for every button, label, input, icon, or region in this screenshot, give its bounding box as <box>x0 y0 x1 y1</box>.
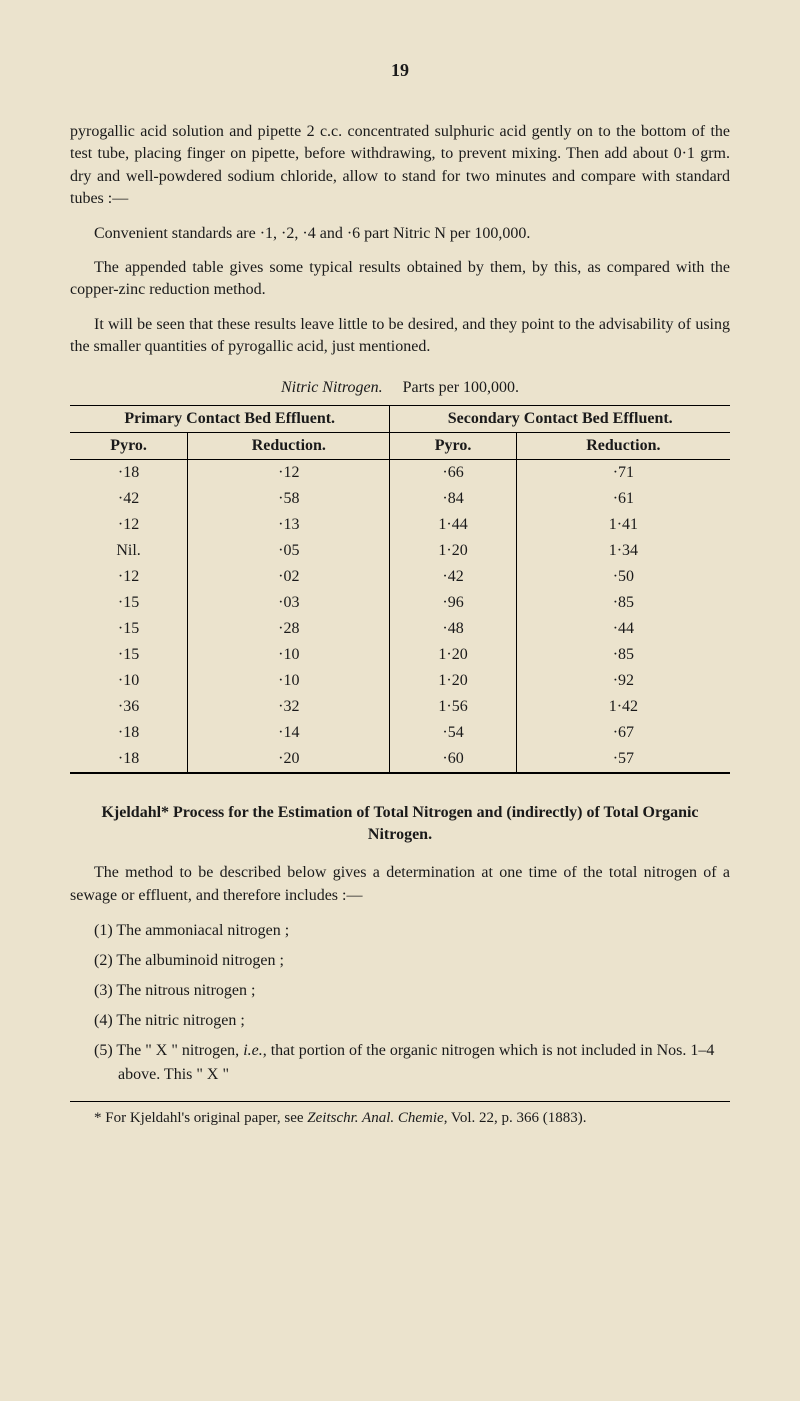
table-cell: ·15 <box>70 616 188 642</box>
table-cell: ·10 <box>70 668 188 694</box>
table-cell: ·10 <box>188 668 390 694</box>
table-row: ·15 ·03 ·96 ·85 <box>70 590 730 616</box>
table-cell: 1·56 <box>390 694 516 720</box>
page-container: 19 pyrogallic acid solution and pipette … <box>0 0 800 1179</box>
table-cell: ·54 <box>390 720 516 746</box>
table-cell: ·42 <box>70 486 188 512</box>
list-item-1: (1) The ammoniacal nitrogen ; <box>70 919 730 943</box>
table-cell: ·28 <box>188 616 390 642</box>
table-cell: ·18 <box>70 746 188 773</box>
table-row: ·10 ·10 1·20 ·92 <box>70 668 730 694</box>
table-cell: ·67 <box>516 720 730 746</box>
table-cell: ·13 <box>188 512 390 538</box>
table-cell: Nil. <box>70 538 188 564</box>
table-cell: ·18 <box>70 720 188 746</box>
table-cell: ·12 <box>188 459 390 486</box>
paragraph-2: Convenient standards are ·1, ·2, ·4 and … <box>70 223 730 245</box>
table-cell: ·44 <box>516 616 730 642</box>
paragraph-4: It will be seen that these results leave… <box>70 314 730 359</box>
table-cell: 1·41 <box>516 512 730 538</box>
table-cell: ·12 <box>70 564 188 590</box>
table-cell: ·36 <box>70 694 188 720</box>
table-cell: 1·20 <box>390 538 516 564</box>
table-cell: 1·20 <box>390 642 516 668</box>
footnote-text-b: , Vol. 22, p. 366 (1883). <box>444 1110 587 1126</box>
table-cell: ·32 <box>188 694 390 720</box>
sub-header-pyro2: Pyro. <box>390 432 516 459</box>
table-cell: ·10 <box>188 642 390 668</box>
section-title: Kjeldahl* Process for the Estimation of … <box>100 802 700 847</box>
table-cell: ·50 <box>516 564 730 590</box>
list-item-5-ital: i.e. <box>243 1042 263 1059</box>
table-cell: 1·20 <box>390 668 516 694</box>
table-title-italic: Nitric Nitrogen. <box>281 379 383 396</box>
table-cell: ·15 <box>70 590 188 616</box>
paragraph-1: pyrogallic acid solution and pipette 2 c… <box>70 121 730 211</box>
table-cell: 1·44 <box>390 512 516 538</box>
table-cell: ·42 <box>390 564 516 590</box>
table-cell: ·18 <box>70 459 188 486</box>
list-item-2: (2) The albuminoid nitrogen ; <box>70 949 730 973</box>
sub-header-pyro1: Pyro. <box>70 432 188 459</box>
table-cell: ·02 <box>188 564 390 590</box>
table-cell: ·48 <box>390 616 516 642</box>
list-item-5: (5) The " X " nitrogen, i.e., that porti… <box>70 1039 730 1087</box>
table-cell: ·85 <box>516 590 730 616</box>
paragraph-3: The appended table gives some typical re… <box>70 257 730 302</box>
table-title-roman: Parts per 100,000. <box>403 379 519 396</box>
table-cell: ·96 <box>390 590 516 616</box>
table-cell: ·66 <box>390 459 516 486</box>
table-row: ·18 ·12 ·66 ·71 <box>70 459 730 486</box>
table-row: Nil. ·05 1·20 1·34 <box>70 538 730 564</box>
footnote-text-a: * For Kjeldahl's original paper, see <box>94 1110 307 1126</box>
table-cell: ·03 <box>188 590 390 616</box>
table-cell: ·71 <box>516 459 730 486</box>
table-cell: ·60 <box>390 746 516 773</box>
table-cell: ·85 <box>516 642 730 668</box>
table-sub-header: Pyro. Reduction. Pyro. Reduction. <box>70 432 730 459</box>
table-row: ·42 ·58 ·84 ·61 <box>70 486 730 512</box>
table-cell: ·15 <box>70 642 188 668</box>
list-item-5-text-a: (5) The " X " nitrogen, <box>94 1042 243 1059</box>
table-cell: ·14 <box>188 720 390 746</box>
table-cell: 1·34 <box>516 538 730 564</box>
table-row: ·36 ·32 1·56 1·42 <box>70 694 730 720</box>
table-row: ·12 ·13 1·44 1·41 <box>70 512 730 538</box>
table-top-header: Primary Contact Bed Effluent. Secondary … <box>70 405 730 432</box>
table-row: ·18 ·14 ·54 ·67 <box>70 720 730 746</box>
table-cell: ·05 <box>188 538 390 564</box>
top-header-secondary: Secondary Contact Bed Effluent. <box>390 405 730 432</box>
table-row: ·12 ·02 ·42 ·50 <box>70 564 730 590</box>
table-title: Nitric Nitrogen. Parts per 100,000. <box>70 379 730 397</box>
table-cell: ·92 <box>516 668 730 694</box>
table-row: ·18 ·20 ·60 ·57 <box>70 746 730 773</box>
data-table: Primary Contact Bed Effluent. Secondary … <box>70 405 730 774</box>
page-number: 19 <box>70 60 730 81</box>
table-cell: ·57 <box>516 746 730 773</box>
footnote: * For Kjeldahl's original paper, see Zei… <box>70 1108 730 1129</box>
table-cell: ·61 <box>516 486 730 512</box>
footnote-rule <box>70 1101 730 1102</box>
table-cell: ·20 <box>188 746 390 773</box>
list-item-4: (4) The nitric nitrogen ; <box>70 1009 730 1033</box>
table-row: ·15 ·28 ·48 ·44 <box>70 616 730 642</box>
table-cell: ·12 <box>70 512 188 538</box>
table-cell: 1·42 <box>516 694 730 720</box>
sub-header-reduction1: Reduction. <box>188 432 390 459</box>
sub-header-reduction2: Reduction. <box>516 432 730 459</box>
table-cell: ·58 <box>188 486 390 512</box>
table-cell: ·84 <box>390 486 516 512</box>
list-item-3: (3) The nitrous nitrogen ; <box>70 979 730 1003</box>
table-row: ·15 ·10 1·20 ·85 <box>70 642 730 668</box>
footnote-ital: Zeitschr. Anal. Chemie <box>307 1110 443 1126</box>
top-header-primary: Primary Contact Bed Effluent. <box>70 405 390 432</box>
paragraph-5: The method to be described below gives a… <box>70 862 730 907</box>
